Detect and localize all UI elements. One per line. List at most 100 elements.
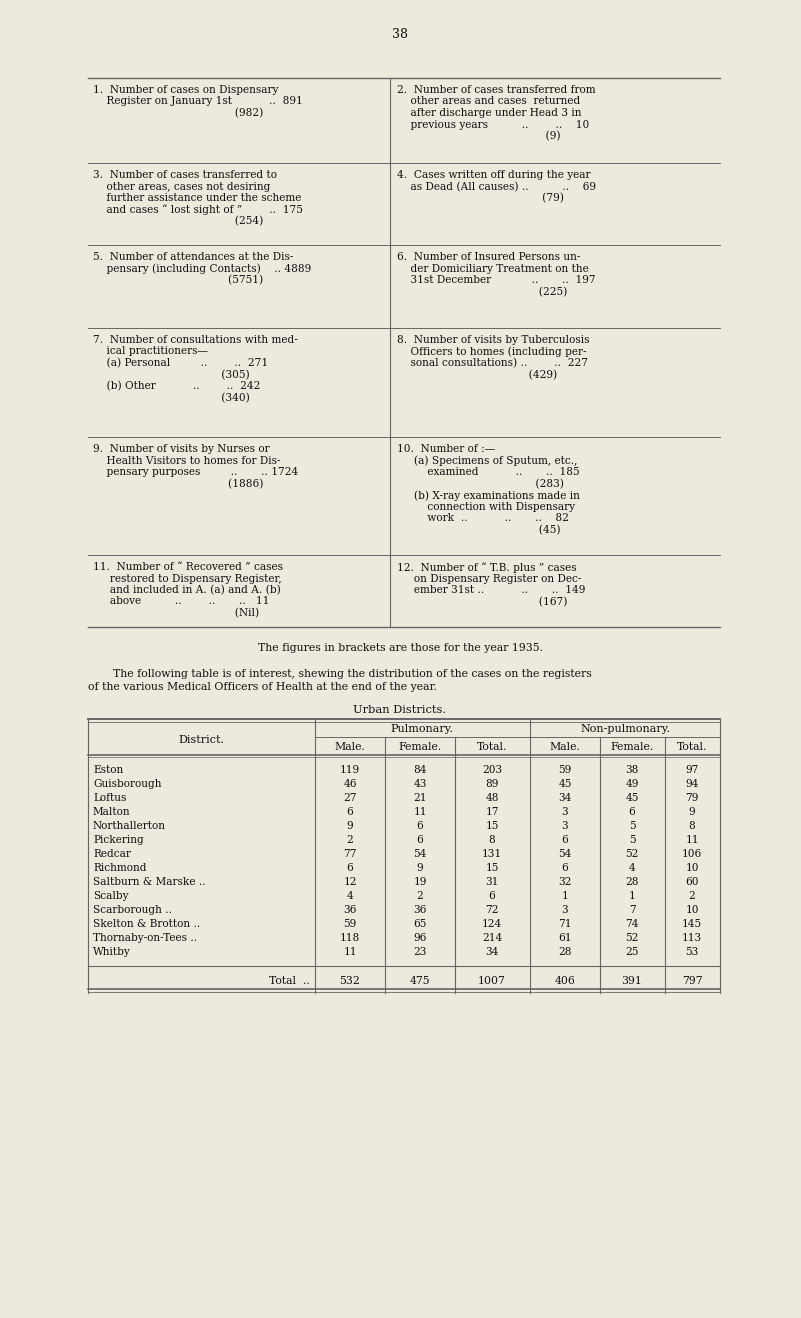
Text: 54: 54	[413, 849, 427, 859]
Text: ember 31st ..           ..       ..  149: ember 31st .. .. .. 149	[397, 585, 586, 594]
Text: 9.  Number of visits by Nurses or: 9. Number of visits by Nurses or	[93, 444, 270, 453]
Text: 106: 106	[682, 849, 702, 859]
Text: 59: 59	[344, 919, 356, 929]
Text: 203: 203	[482, 764, 502, 775]
Text: 6: 6	[347, 807, 353, 817]
Text: as Dead (All causes) ..          ..    69: as Dead (All causes) .. .. 69	[397, 182, 596, 192]
Text: 17: 17	[485, 807, 499, 817]
Text: and included in A. (a) and A. (b): and included in A. (a) and A. (b)	[93, 585, 280, 596]
Text: above          ..        ..       ..   11: above .. .. .. 11	[93, 597, 269, 606]
Text: 52: 52	[626, 849, 638, 859]
Text: 797: 797	[682, 977, 702, 986]
Text: 6: 6	[417, 821, 424, 832]
Text: 7: 7	[629, 905, 635, 915]
Text: 4: 4	[629, 863, 635, 873]
Text: Pickering: Pickering	[93, 836, 143, 845]
Text: 8: 8	[689, 821, 695, 832]
Text: (305): (305)	[93, 369, 250, 380]
Text: Total  ..: Total ..	[269, 977, 310, 986]
Text: 131: 131	[482, 849, 502, 859]
Text: 4.  Cases written off during the year: 4. Cases written off during the year	[397, 170, 590, 181]
Text: 7.  Number of consultations with med-: 7. Number of consultations with med-	[93, 335, 298, 345]
Text: 5.  Number of attendances at the Dis-: 5. Number of attendances at the Dis-	[93, 252, 293, 262]
Text: 36: 36	[413, 905, 427, 915]
Text: 12: 12	[344, 876, 356, 887]
Text: 60: 60	[685, 876, 698, 887]
Text: 391: 391	[622, 977, 642, 986]
Text: after discharge under Head 3 in: after discharge under Head 3 in	[397, 108, 582, 119]
Text: Scalby: Scalby	[93, 891, 128, 902]
Text: Guisborough: Guisborough	[93, 779, 162, 789]
Text: 6.  Number of Insured Persons un-: 6. Number of Insured Persons un-	[397, 252, 581, 262]
Text: Female.: Female.	[398, 742, 441, 753]
Text: (a) Specimens of Sputum, etc.,: (a) Specimens of Sputum, etc.,	[397, 456, 578, 467]
Text: 6: 6	[562, 863, 569, 873]
Text: (b) Other           ..        ..  242: (b) Other .. .. 242	[93, 381, 260, 391]
Text: 6: 6	[562, 836, 569, 845]
Text: 4: 4	[347, 891, 353, 902]
Text: 9: 9	[347, 821, 353, 832]
Text: Loftus: Loftus	[93, 793, 127, 803]
Text: (982): (982)	[93, 108, 264, 119]
Text: Total.: Total.	[677, 742, 707, 753]
Text: der Domiciliary Treatment on the: der Domiciliary Treatment on the	[397, 264, 589, 274]
Text: (b) X-ray examinations made in: (b) X-ray examinations made in	[397, 490, 580, 501]
Text: 532: 532	[340, 977, 360, 986]
Text: pensary purposes         ..       .. 1724: pensary purposes .. .. 1724	[93, 467, 298, 477]
Text: 1: 1	[562, 891, 569, 902]
Text: 48: 48	[485, 793, 499, 803]
Text: 46: 46	[344, 779, 356, 789]
Text: previous years          ..        ..    10: previous years .. .. 10	[397, 120, 590, 129]
Text: 3: 3	[562, 821, 569, 832]
Text: 89: 89	[485, 779, 499, 789]
Text: Whitby: Whitby	[93, 948, 131, 957]
Text: 74: 74	[626, 919, 638, 929]
Text: Male.: Male.	[335, 742, 365, 753]
Text: 11: 11	[413, 807, 427, 817]
Text: (79): (79)	[397, 192, 564, 203]
Text: ical practitioners—: ical practitioners—	[93, 347, 208, 356]
Text: connection with Dispensary: connection with Dispensary	[397, 502, 575, 511]
Text: 113: 113	[682, 933, 702, 942]
Text: restored to Dispensary Register,: restored to Dispensary Register,	[93, 573, 282, 584]
Text: 119: 119	[340, 764, 360, 775]
Text: and cases “ lost sight of ”        ..  175: and cases “ lost sight of ” .. 175	[93, 204, 303, 215]
Text: 2: 2	[417, 891, 424, 902]
Text: 15: 15	[485, 821, 499, 832]
Text: (1886): (1886)	[93, 478, 264, 489]
Text: 5: 5	[629, 836, 635, 845]
Text: 23: 23	[413, 948, 427, 957]
Text: 28: 28	[558, 948, 572, 957]
Text: Non-pulmonary.: Non-pulmonary.	[580, 724, 670, 734]
Text: (Nil): (Nil)	[93, 608, 260, 618]
Text: 38: 38	[626, 764, 638, 775]
Text: 45: 45	[558, 779, 572, 789]
Text: 59: 59	[558, 764, 572, 775]
Text: 21: 21	[413, 793, 427, 803]
Text: 145: 145	[682, 919, 702, 929]
Text: 124: 124	[482, 919, 502, 929]
Text: 12.  Number of “ T.B. plus ” cases: 12. Number of “ T.B. plus ” cases	[397, 561, 577, 573]
Text: 28: 28	[626, 876, 638, 887]
Text: 406: 406	[554, 977, 575, 986]
Text: 36: 36	[344, 905, 356, 915]
Text: Redcar: Redcar	[93, 849, 131, 859]
Text: 32: 32	[558, 876, 572, 887]
Text: (283): (283)	[397, 478, 564, 489]
Text: Officers to homes (including per-: Officers to homes (including per-	[397, 347, 586, 357]
Text: The following table is of interest, shewing the distribution of the cases on the: The following table is of interest, shew…	[113, 670, 592, 679]
Text: 475: 475	[409, 977, 430, 986]
Text: 54: 54	[558, 849, 572, 859]
Text: 1: 1	[629, 891, 635, 902]
Text: 94: 94	[686, 779, 698, 789]
Text: 61: 61	[558, 933, 572, 942]
Text: Female.: Female.	[610, 742, 654, 753]
Text: 5: 5	[629, 821, 635, 832]
Text: Pulmonary.: Pulmonary.	[391, 724, 453, 734]
Text: 2: 2	[689, 891, 695, 902]
Text: 52: 52	[626, 933, 638, 942]
Text: 6: 6	[347, 863, 353, 873]
Text: 84: 84	[413, 764, 427, 775]
Text: Richmond: Richmond	[93, 863, 147, 873]
Text: 214: 214	[482, 933, 502, 942]
